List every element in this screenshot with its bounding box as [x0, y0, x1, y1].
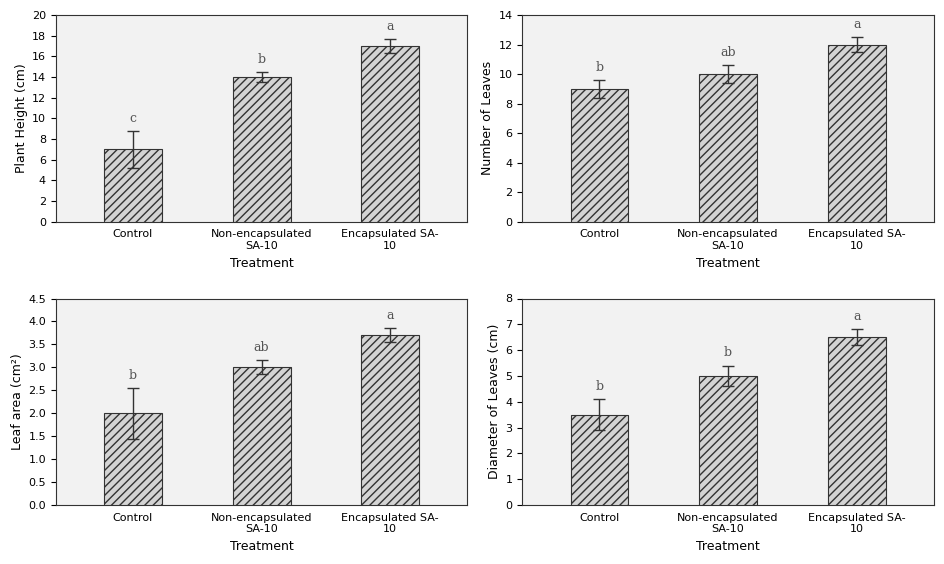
X-axis label: Treatment: Treatment: [696, 257, 759, 270]
Bar: [361, 46, 419, 222]
Text: b: b: [128, 369, 137, 382]
Text: c: c: [129, 112, 136, 125]
Bar: [827, 45, 885, 222]
Text: a: a: [852, 310, 860, 323]
X-axis label: Treatment: Treatment: [229, 540, 294, 553]
X-axis label: Treatment: Treatment: [696, 540, 759, 553]
Y-axis label: Number of Leaves: Number of Leaves: [480, 61, 494, 175]
Bar: [827, 337, 885, 505]
Y-axis label: Leaf area (cm²): Leaf area (cm²): [11, 354, 25, 450]
Bar: [232, 367, 290, 505]
Bar: [570, 415, 628, 505]
Bar: [104, 413, 161, 505]
Text: a: a: [852, 18, 860, 31]
Bar: [232, 77, 290, 222]
Bar: [699, 376, 756, 505]
Bar: [570, 89, 628, 222]
Text: b: b: [257, 52, 265, 66]
Text: a: a: [386, 20, 394, 33]
Y-axis label: Diameter of Leaves (cm): Diameter of Leaves (cm): [488, 324, 500, 479]
Text: b: b: [723, 346, 732, 359]
X-axis label: Treatment: Treatment: [229, 257, 294, 270]
Y-axis label: Plant Height (cm): Plant Height (cm): [15, 64, 27, 173]
Bar: [361, 335, 419, 505]
Text: b: b: [595, 380, 603, 393]
Text: ab: ab: [719, 46, 735, 59]
Text: ab: ab: [254, 341, 269, 354]
Bar: [104, 149, 161, 222]
Bar: [699, 74, 756, 222]
Text: b: b: [595, 61, 603, 74]
Text: a: a: [386, 309, 394, 322]
